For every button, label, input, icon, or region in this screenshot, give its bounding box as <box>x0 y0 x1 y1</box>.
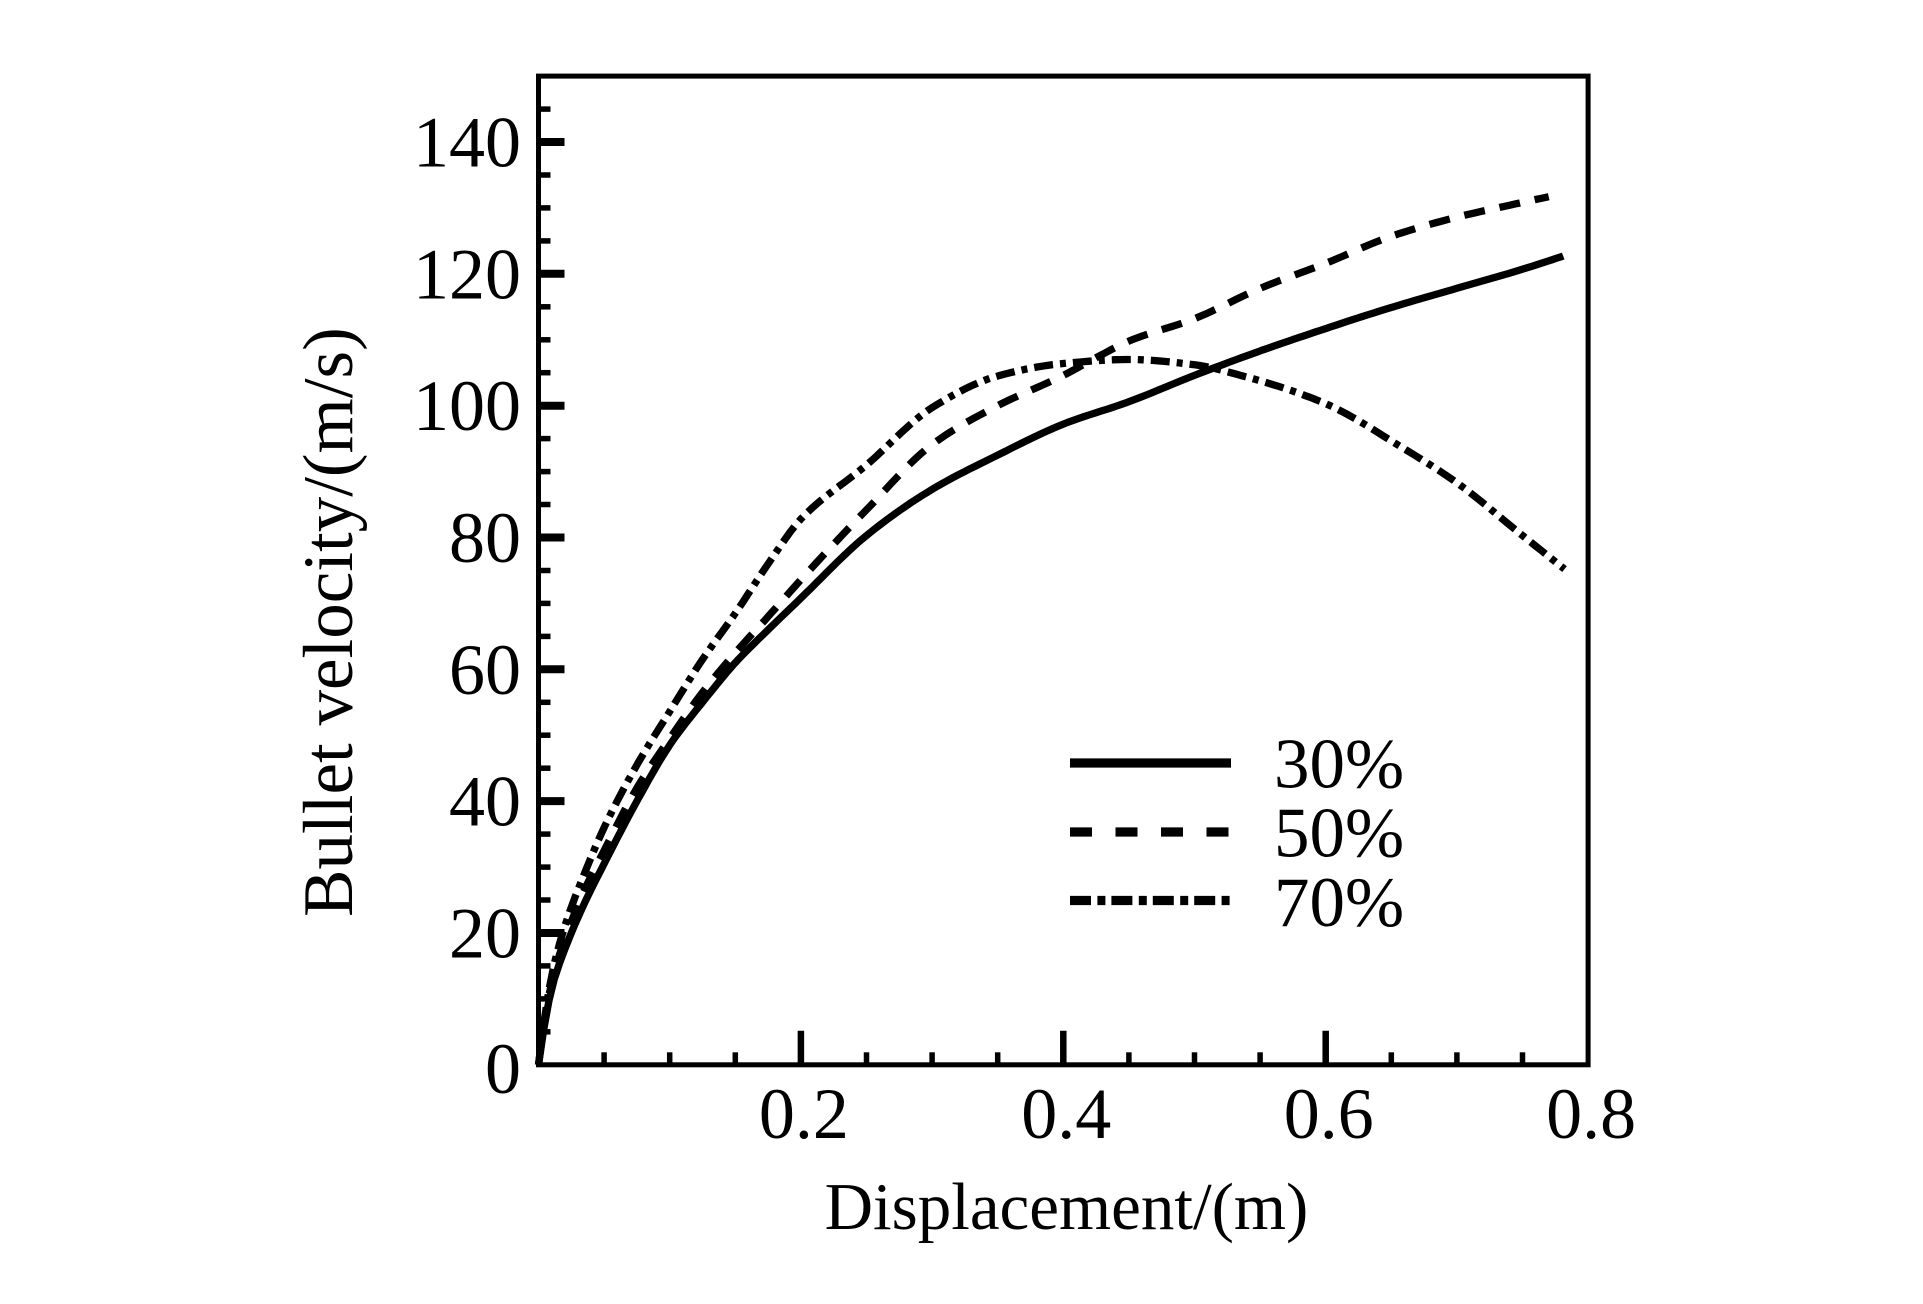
svg-text:0: 0 <box>485 1029 521 1109</box>
svg-text:60: 60 <box>449 630 521 710</box>
svg-text:0.6: 0.6 <box>1284 1074 1374 1154</box>
svg-text:Displacement/(m): Displacement/(m) <box>825 1170 1309 1244</box>
svg-text:140: 140 <box>413 103 521 183</box>
svg-text:40: 40 <box>449 762 521 842</box>
svg-text:80: 80 <box>449 498 521 578</box>
svg-text:100: 100 <box>413 366 521 446</box>
svg-text:30%: 30% <box>1274 726 1404 804</box>
svg-text:0.2: 0.2 <box>759 1074 849 1154</box>
svg-text:20: 20 <box>449 894 521 974</box>
svg-text:50%: 50% <box>1274 795 1404 873</box>
svg-text:Bullet velocity/(m/s): Bullet velocity/(m/s) <box>290 327 368 917</box>
svg-text:70%: 70% <box>1274 864 1404 942</box>
svg-text:0.4: 0.4 <box>1021 1074 1111 1154</box>
svg-text:0.8: 0.8 <box>1546 1074 1636 1154</box>
svg-text:120: 120 <box>413 234 521 314</box>
